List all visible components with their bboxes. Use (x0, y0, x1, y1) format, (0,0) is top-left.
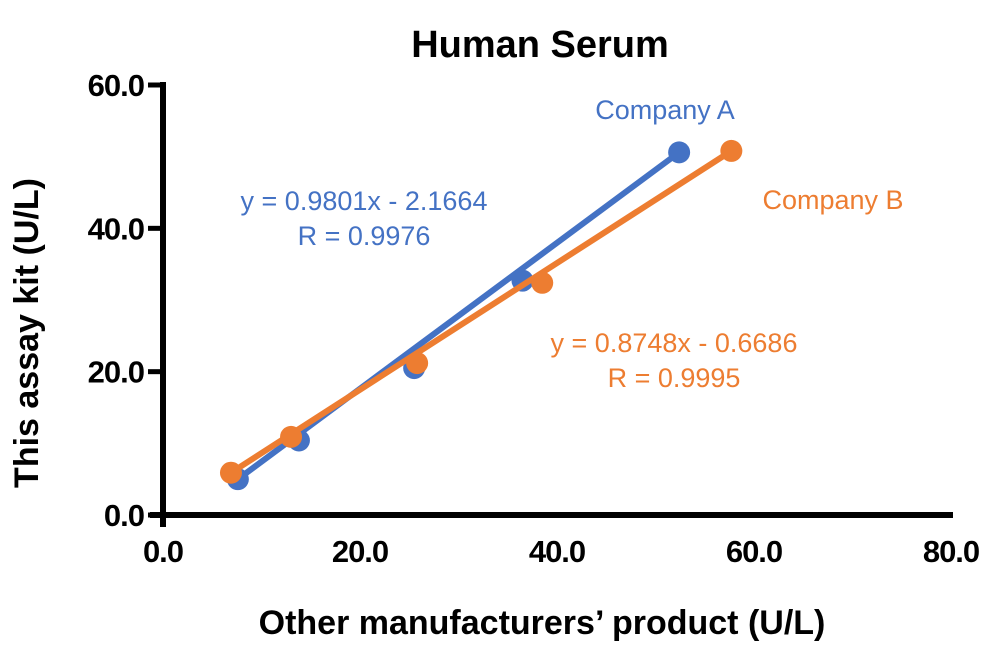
x-axis-title: Other manufacturers’ product (U/L) (259, 604, 826, 642)
data-point-company-b (219, 461, 242, 484)
x-tick-label: 0.0 (143, 534, 183, 569)
x-tick-label: 60.0 (726, 534, 782, 569)
y-tick-mark (148, 82, 163, 88)
y-tick-label: 40.0 (88, 211, 144, 246)
label-company-b: Company B (762, 185, 903, 215)
y-tick-label: 60.0 (88, 68, 144, 103)
data-point-company-b (531, 271, 554, 294)
x-axis-line (150, 512, 953, 518)
x-tick-label: 80.0 (923, 534, 979, 569)
y-tick-mark (148, 369, 163, 375)
series-layer (219, 139, 743, 491)
chart-title: Human Serum (411, 24, 669, 66)
y-axis-title: This assay kit (U/L) (8, 178, 46, 488)
r-value-company-b: R = 0.9995 (608, 363, 741, 393)
annotations-layer: Company A Company B y = 0.9801x - 2.1664 R … (241, 95, 904, 393)
y-tick-label: 20.0 (88, 355, 144, 390)
y-tick-label: 0.0 (104, 498, 144, 533)
data-point-company-b (720, 139, 743, 162)
axes-layer: 0.0 20.0 40.0 60.0 0.0 20.0 40.0 60.0 80.0 (88, 68, 981, 569)
r-value-company-a: R = 0.9976 (298, 221, 431, 251)
data-point-company-b (280, 425, 303, 448)
y-tick-mark (148, 512, 163, 518)
equation-company-a: y = 0.9801x - 2.1664 (241, 186, 488, 216)
data-point-company-a (668, 141, 691, 164)
x-tick-label: 40.0 (529, 534, 585, 569)
y-axis-line (160, 82, 166, 527)
trendline-company-a (234, 149, 683, 483)
data-point-company-b (406, 352, 429, 375)
trendline-company-b (227, 147, 735, 476)
x-tick-label: 20.0 (332, 534, 388, 569)
label-company-a: Company A (595, 95, 735, 125)
equation-company-b: y = 0.8748x - 0.6686 (551, 328, 798, 358)
y-tick-mark (148, 225, 163, 231)
